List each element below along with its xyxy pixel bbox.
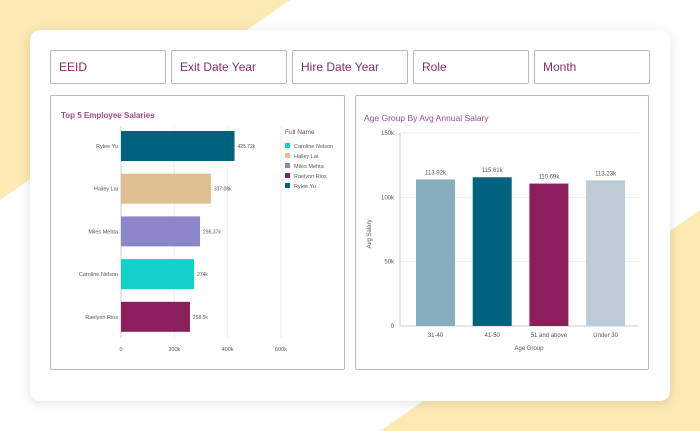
bar-miles-mehta <box>121 216 201 247</box>
bar-under-30 <box>586 180 626 326</box>
y-tick-label: 150k <box>381 131 395 137</box>
bar-rylee-yu <box>121 131 235 161</box>
data-label: 425.72k <box>238 144 256 150</box>
legend-swatch <box>285 153 290 158</box>
top-salaries-chart: Top 5 Employee Salaries 0 200k 400k 600k Ryle… <box>61 111 333 353</box>
legend-entry: Rylee Yu <box>294 184 316 190</box>
y-tick-label: 100k <box>381 195 395 201</box>
x-tick-label: 41-50 <box>485 333 501 339</box>
chart-title: Top 5 Employee Salaries <box>61 111 155 120</box>
legend-swatch <box>285 163 290 168</box>
legend-entry: Caroline Nelson <box>294 144 333 150</box>
filter-month[interactable]: Month <box>534 50 650 84</box>
data-label: 296.37k <box>203 229 221 235</box>
bar-caroline-nelson <box>121 259 195 290</box>
y-tick-label: Caroline Nelson <box>79 272 118 278</box>
legend-entry: Hailey Lai <box>294 154 318 160</box>
y-axis-label: Avg Salary <box>367 220 373 249</box>
bar-hailey-lai <box>121 173 211 204</box>
y-tick-label: Rylee Yu <box>96 144 118 150</box>
x-tick-label: 51 and above <box>531 333 568 339</box>
x-tick-label: 200k <box>168 347 180 353</box>
y-tick-label: 0 <box>391 324 395 330</box>
filter-hire-date-year[interactable]: Hire Date Year <box>292 50 408 84</box>
y-tick-label: Miles Mehta <box>88 229 119 235</box>
legend-title: Full Name <box>285 129 315 136</box>
age-group-chart: Age Group By Avg Annual Salary 0 50k 100k 15… <box>364 113 639 352</box>
bar-31-40 <box>416 179 455 326</box>
bar-41-50 <box>472 177 512 326</box>
filter-role[interactable]: Role <box>413 50 529 84</box>
data-label: 110.69k <box>538 175 560 181</box>
x-axis-label: Age Group <box>514 346 544 352</box>
x-tick-label: 400k <box>222 347 234 353</box>
x-tick-label: 0 <box>119 347 122 353</box>
chart-title: Age Group By Avg Annual Salary <box>364 113 489 123</box>
data-label: 113.92k <box>425 170 447 176</box>
legend-entry: Miles Mehta <box>294 164 325 170</box>
data-label: 113.23k <box>595 171 617 177</box>
y-tick-label: Raelynn Rios <box>85 315 118 321</box>
filter-exit-date-year[interactable]: Exit Date Year <box>171 50 287 84</box>
legend-swatch <box>285 173 290 178</box>
y-tick-label: Hailey Lai <box>94 187 118 193</box>
data-label: 274k <box>197 272 208 278</box>
legend-entry: Raelynn Rios <box>294 174 327 180</box>
y-tick-label: 50k <box>384 260 395 266</box>
bar-raelynn-rios <box>121 301 190 332</box>
legend-swatch <box>285 143 290 148</box>
x-tick-label: Under 30 <box>593 333 618 339</box>
filter-eeid[interactable]: EEID <box>50 50 166 84</box>
bar-51-and-above <box>529 183 569 326</box>
x-tick-label: 600k <box>275 347 287 353</box>
top-salaries-panel: Top 5 Employee Salaries 0 200k 400k 600k Ryle… <box>50 95 345 370</box>
age-group-panel: Age Group By Avg Annual Salary 0 50k 100k 15… <box>355 95 649 370</box>
data-label: 258.5k <box>193 315 209 321</box>
data-label: 115.61k <box>482 168 504 174</box>
data-label: 337.08k <box>214 187 232 193</box>
legend-swatch <box>285 183 290 188</box>
x-tick-label: 31-40 <box>428 333 444 339</box>
